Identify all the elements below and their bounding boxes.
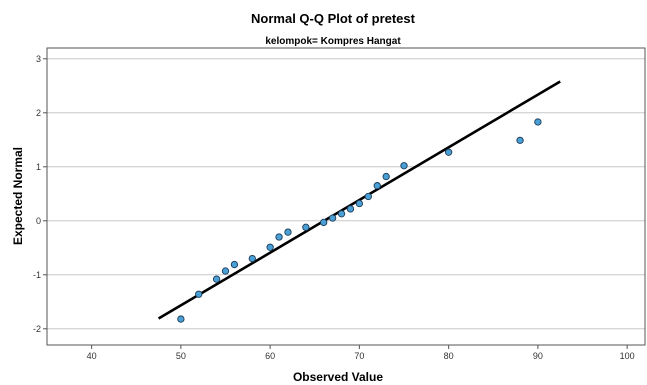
data-point — [444, 148, 453, 156]
x-tick-label: 90 — [533, 351, 543, 361]
data-point — [400, 162, 408, 170]
plot-frame — [46, 47, 646, 346]
data-point — [195, 290, 203, 298]
data-points — [177, 118, 542, 323]
x-tick-label: 100 — [620, 351, 635, 361]
data-point — [337, 210, 346, 218]
data-point — [328, 214, 337, 222]
data-point — [346, 205, 355, 213]
data-point — [382, 172, 390, 181]
gridlines — [47, 58, 645, 330]
x-axis-title: Observed Value — [293, 370, 383, 384]
data-point — [230, 260, 239, 269]
data-point — [275, 233, 283, 241]
y-axis-ticks: -2 -1 0 1 2 3 — [33, 54, 47, 334]
data-point — [212, 275, 221, 283]
x-tick-label: 70 — [354, 351, 364, 361]
y-tick-label: 2 — [36, 108, 41, 118]
data-point — [266, 243, 274, 251]
y-tick-label: 3 — [36, 54, 41, 64]
x-tick-label: 60 — [265, 351, 275, 361]
y-tick-label: 0 — [36, 216, 41, 226]
x-axis-ticks: 40 50 60 70 80 90 100 — [87, 345, 635, 361]
y-axis-title: Expected Normal — [11, 147, 25, 245]
x-tick-label: 50 — [176, 351, 186, 361]
data-point — [177, 315, 185, 323]
chart-subtitle: kelompok= Kompres Hangat — [265, 36, 401, 47]
data-point — [364, 192, 372, 201]
data-point — [516, 136, 524, 144]
x-tick-label: 40 — [87, 351, 97, 361]
data-point — [373, 182, 381, 190]
y-tick-label: -2 — [33, 324, 41, 334]
data-point — [302, 223, 310, 231]
data-point — [221, 267, 230, 275]
x-tick-label: 80 — [444, 351, 454, 361]
data-point — [284, 228, 292, 236]
data-point — [248, 254, 256, 263]
data-point — [355, 199, 364, 208]
y-tick-label: 1 — [36, 162, 41, 172]
data-point — [320, 218, 328, 227]
chart-title: Normal Q-Q Plot of pretest — [251, 11, 416, 26]
data-point — [534, 118, 542, 126]
y-tick-label: -1 — [33, 270, 41, 280]
